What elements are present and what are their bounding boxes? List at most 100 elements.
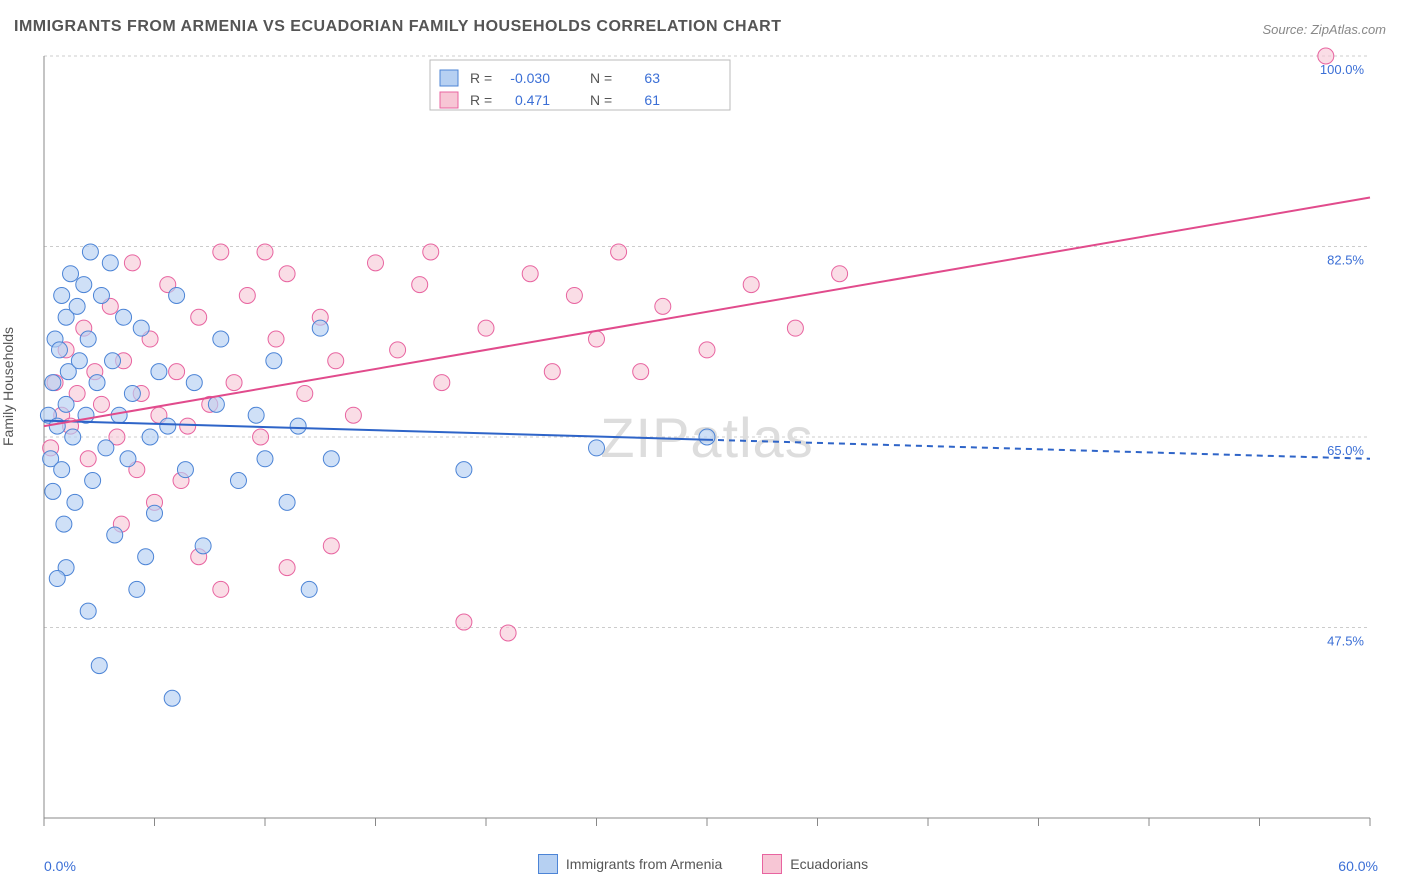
point-ecuador	[589, 331, 605, 347]
point-ecuador	[226, 375, 242, 391]
point-ecuador	[213, 581, 229, 597]
point-armenia	[589, 440, 605, 456]
point-ecuador	[80, 451, 96, 467]
point-ecuador	[180, 418, 196, 434]
chart-svg: 47.5%65.0%82.5%100.0%ZIPatlasR =-0.030N …	[0, 0, 1406, 892]
point-armenia	[54, 462, 70, 478]
point-ecuador	[478, 320, 494, 336]
point-ecuador	[124, 255, 140, 271]
point-ecuador	[323, 538, 339, 554]
svg-text:63: 63	[644, 70, 660, 86]
point-ecuador	[456, 614, 472, 630]
chart-container: IMMIGRANTS FROM ARMENIA VS ECUADORIAN FA…	[0, 0, 1406, 892]
y-gridline-label: 82.5%	[1327, 253, 1364, 268]
point-armenia	[89, 375, 105, 391]
point-ecuador	[368, 255, 384, 271]
point-armenia	[69, 298, 85, 314]
point-ecuador	[423, 244, 439, 260]
trendline-ecuador	[44, 198, 1370, 427]
point-ecuador	[345, 407, 361, 423]
point-ecuador	[500, 625, 516, 641]
point-armenia	[102, 255, 118, 271]
point-armenia	[54, 287, 70, 303]
point-armenia	[67, 494, 83, 510]
point-armenia	[58, 396, 74, 412]
point-ecuador	[743, 277, 759, 293]
point-ecuador	[544, 364, 560, 380]
svg-text:N =: N =	[590, 70, 612, 86]
point-ecuador	[279, 560, 295, 576]
svg-text:N =: N =	[590, 92, 612, 108]
point-armenia	[169, 287, 185, 303]
point-armenia	[208, 396, 224, 412]
point-armenia	[56, 516, 72, 532]
point-armenia	[133, 320, 149, 336]
point-armenia	[63, 266, 79, 282]
point-ecuador	[655, 298, 671, 314]
point-ecuador	[213, 244, 229, 260]
y-gridline-label: 65.0%	[1327, 443, 1364, 458]
point-armenia	[71, 353, 87, 369]
point-ecuador	[787, 320, 803, 336]
point-ecuador	[93, 396, 109, 412]
point-armenia	[85, 473, 101, 489]
point-ecuador	[434, 375, 450, 391]
point-armenia	[142, 429, 158, 445]
point-ecuador	[412, 277, 428, 293]
point-ecuador	[257, 244, 273, 260]
svg-text:R =: R =	[470, 92, 492, 108]
point-armenia	[279, 494, 295, 510]
point-armenia	[213, 331, 229, 347]
point-armenia	[164, 690, 180, 706]
point-ecuador	[279, 266, 295, 282]
point-armenia	[257, 451, 273, 467]
point-armenia	[76, 277, 92, 293]
point-armenia	[290, 418, 306, 434]
point-armenia	[456, 462, 472, 478]
point-ecuador	[253, 429, 269, 445]
point-armenia	[91, 658, 107, 674]
point-ecuador	[268, 331, 284, 347]
svg-text:0.471: 0.471	[515, 92, 550, 108]
point-armenia	[301, 581, 317, 597]
point-armenia	[45, 483, 61, 499]
point-ecuador	[191, 309, 207, 325]
point-armenia	[699, 429, 715, 445]
point-armenia	[151, 364, 167, 380]
y-gridline-label: 47.5%	[1327, 634, 1364, 649]
correlation-legend: R =-0.030N =63R =0.471N =61	[430, 60, 730, 110]
point-ecuador	[239, 287, 255, 303]
point-armenia	[111, 407, 127, 423]
point-armenia	[82, 244, 98, 260]
point-ecuador	[566, 287, 582, 303]
point-ecuador	[328, 353, 344, 369]
point-armenia	[177, 462, 193, 478]
point-ecuador	[390, 342, 406, 358]
point-armenia	[266, 353, 282, 369]
point-ecuador	[832, 266, 848, 282]
svg-text:61: 61	[644, 92, 660, 108]
svg-text:-0.030: -0.030	[510, 70, 550, 86]
point-armenia	[116, 309, 132, 325]
point-armenia	[65, 429, 81, 445]
point-ecuador	[1318, 48, 1334, 64]
point-ecuador	[699, 342, 715, 358]
point-armenia	[124, 385, 140, 401]
point-armenia	[93, 287, 109, 303]
point-armenia	[195, 538, 211, 554]
point-armenia	[98, 440, 114, 456]
point-armenia	[186, 375, 202, 391]
point-armenia	[120, 451, 136, 467]
point-armenia	[147, 505, 163, 521]
point-armenia	[49, 571, 65, 587]
point-armenia	[230, 473, 246, 489]
point-ecuador	[633, 364, 649, 380]
point-ecuador	[297, 385, 313, 401]
point-armenia	[80, 331, 96, 347]
point-armenia	[312, 320, 328, 336]
point-armenia	[51, 342, 67, 358]
point-ecuador	[169, 364, 185, 380]
point-ecuador	[611, 244, 627, 260]
point-armenia	[138, 549, 154, 565]
point-armenia	[129, 581, 145, 597]
